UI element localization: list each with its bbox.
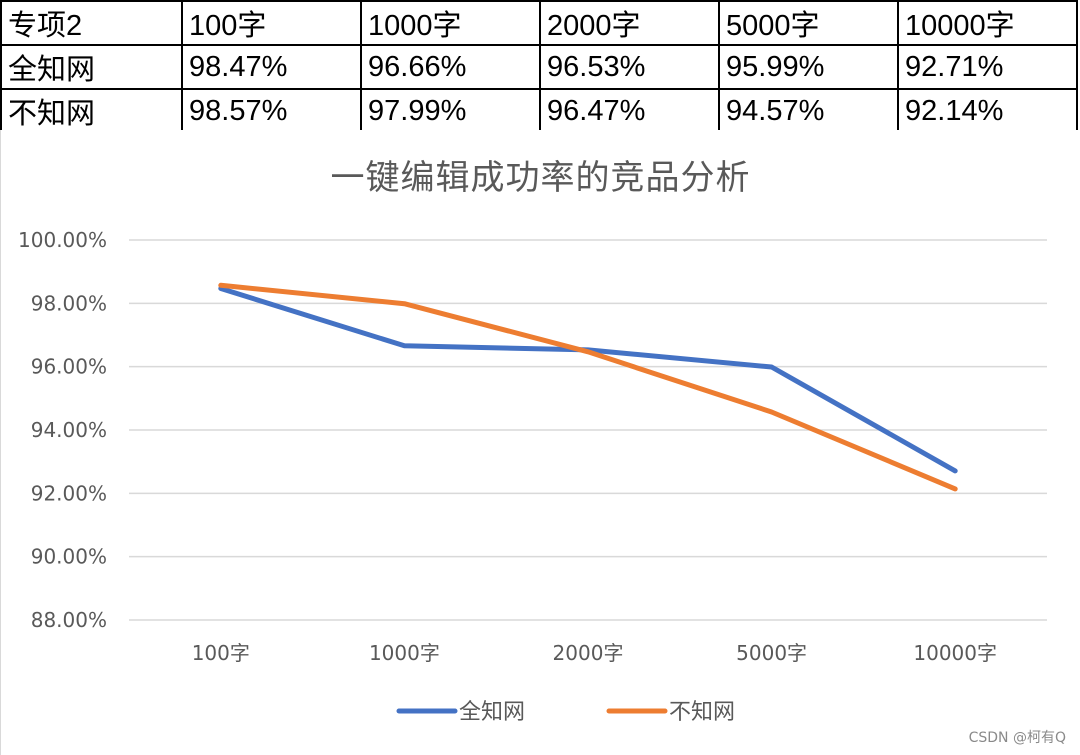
chart-canvas: 100.00% 98.00% 96.00% 94.00% 92.00% 90.00% 88.… xyxy=(18,228,1047,725)
y-tick-label: 88.00% xyxy=(31,608,107,632)
table-header-cell[interactable]: 2000字 xyxy=(539,0,720,46)
legend-label: 全知网 xyxy=(459,700,525,725)
table-header-cell[interactable]: 100字 xyxy=(181,0,362,46)
table-row: 全知网 98.47% 96.66% 96.53% 95.99% 92.71% xyxy=(0,44,1078,90)
table-cell[interactable]: 96.66% xyxy=(360,44,541,90)
x-tick-label: 1000字 xyxy=(369,641,440,665)
data-point xyxy=(953,486,958,491)
table-header-row: 专项2 100字 1000字 2000字 5000字 10000字 xyxy=(0,0,1078,46)
table-cell[interactable]: 98.57% xyxy=(181,88,362,134)
legend-label: 不知网 xyxy=(669,700,735,725)
x-tick-label: 10000字 xyxy=(913,641,997,665)
table-header-cell[interactable]: 5000字 xyxy=(718,0,899,46)
line-chart[interactable]: 一键编辑成功率的竞品分析 100.00% 98.00% 96.00% 94.00% 92… xyxy=(0,130,1080,755)
data-point xyxy=(218,283,223,288)
table-cell[interactable]: 97.99% xyxy=(360,88,541,134)
table-cell[interactable]: 全知网 xyxy=(0,44,183,90)
chart-title: 一键编辑成功率的竞品分析 xyxy=(330,158,751,198)
y-tick-label: 90.00% xyxy=(31,545,107,569)
y-tick-label: 94.00% xyxy=(31,418,107,442)
data-point xyxy=(769,364,774,369)
table-row: 不知网 98.57% 97.99% 96.47% 94.57% 92.14% xyxy=(0,88,1078,134)
data-table: 专项2 100字 1000字 2000字 5000字 10000字 全知网 98… xyxy=(0,0,1078,134)
series-line-2 xyxy=(218,282,958,492)
table-cell[interactable]: 96.47% xyxy=(539,88,720,134)
table-cell[interactable]: 92.71% xyxy=(897,44,1078,90)
table-header-cell[interactable]: 专项2 xyxy=(0,0,183,46)
data-point xyxy=(769,409,774,414)
data-point xyxy=(402,343,407,348)
data-point xyxy=(953,468,958,473)
data-point xyxy=(402,301,407,306)
x-tick-label: 2000字 xyxy=(553,641,624,665)
y-tick-label: 92.00% xyxy=(31,481,107,505)
y-tick-label: 100.00% xyxy=(18,228,107,252)
table-cell[interactable]: 不知网 xyxy=(0,88,183,134)
y-tick-label: 96.00% xyxy=(31,355,107,379)
table-header-cell[interactable]: 1000字 xyxy=(360,0,541,46)
table-cell[interactable]: 95.99% xyxy=(718,44,899,90)
watermark: CSDN @柯有Q xyxy=(968,730,1066,746)
table-cell[interactable]: 96.53% xyxy=(539,44,720,90)
table-cell[interactable]: 98.47% xyxy=(181,44,362,90)
table-header-cell[interactable]: 10000字 xyxy=(897,0,1078,46)
data-point xyxy=(586,349,591,354)
table-cell[interactable]: 94.57% xyxy=(718,88,899,134)
x-tick-label: 5000字 xyxy=(736,641,807,665)
x-tick-label: 100字 xyxy=(192,641,250,665)
y-tick-label: 98.00% xyxy=(31,291,107,315)
table-cell[interactable]: 92.14% xyxy=(897,88,1078,134)
